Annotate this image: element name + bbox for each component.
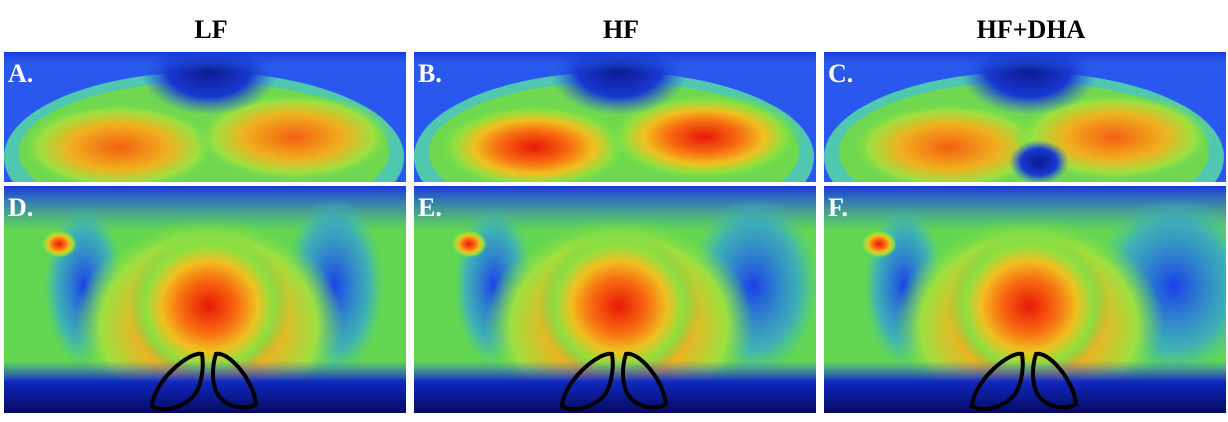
scan-panel: E. [414, 186, 816, 413]
scan-panel: A. [4, 52, 406, 182]
hotspot [129, 231, 289, 381]
scan-panel: B. [414, 52, 816, 182]
bottom-band [824, 361, 1226, 413]
outline [969, 351, 1025, 412]
hotspot [451, 230, 487, 258]
outline [149, 351, 205, 412]
scan-panel: D. [4, 186, 406, 413]
outline [1031, 351, 1079, 410]
panel-label: B. [418, 59, 442, 88]
bottom-band [4, 361, 406, 413]
outline [559, 351, 615, 412]
column-header: HF [603, 15, 639, 44]
panels: A. B. C. D. E. F. [4, 52, 1226, 413]
scan-panel: F. [824, 186, 1226, 413]
bottom-band [414, 361, 816, 413]
edge [824, 52, 1226, 72]
edge [414, 52, 816, 72]
hotspot [434, 102, 634, 182]
hotspot [861, 230, 897, 258]
hotspot [849, 102, 1049, 182]
hotspot [41, 230, 77, 258]
column-header: LF [194, 15, 227, 44]
hotspot [604, 92, 804, 182]
hotspot [949, 231, 1109, 381]
panel-label: E. [418, 193, 442, 222]
hotspot [194, 92, 394, 182]
panel-label: F. [828, 193, 848, 222]
column-headers: LF HF HF+DHA [194, 15, 1085, 44]
edge [4, 52, 406, 72]
outline [621, 351, 669, 410]
hotspot [19, 102, 219, 182]
panel-label: C. [828, 59, 853, 88]
hotspot [539, 231, 699, 381]
scan-panel: C. [824, 52, 1226, 182]
panel-label: D. [8, 193, 33, 222]
outline [211, 351, 259, 410]
panel-label: A. [8, 59, 33, 88]
ventricle [1009, 140, 1069, 182]
column-header: HF+DHA [977, 15, 1086, 44]
